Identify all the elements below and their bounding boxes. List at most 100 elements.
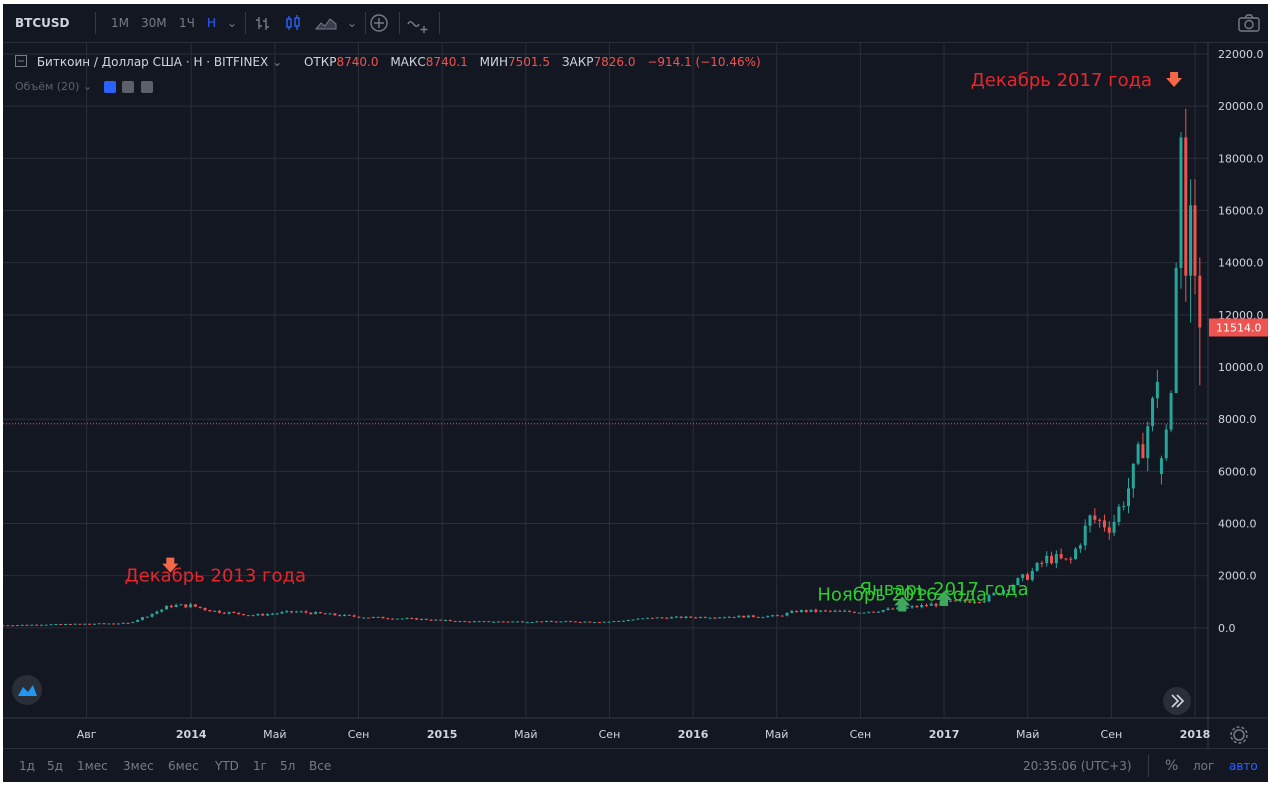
candle	[444, 619, 448, 621]
candle	[636, 618, 640, 620]
candle	[145, 616, 149, 618]
candle	[968, 601, 972, 603]
close-value: 7826.0	[593, 55, 636, 69]
candle	[506, 621, 510, 623]
candle	[1083, 525, 1087, 546]
candle	[1021, 574, 1025, 579]
candle	[415, 618, 419, 620]
candle	[780, 615, 784, 617]
candle	[458, 621, 462, 623]
toolbar-separator	[365, 12, 366, 34]
candle	[116, 623, 120, 625]
candle	[607, 621, 611, 623]
candle	[203, 607, 207, 611]
candle	[867, 611, 871, 613]
candle	[694, 617, 698, 619]
candle	[511, 621, 515, 623]
range-1y[interactable]: 1г	[253, 759, 267, 773]
interval-30m[interactable]: 30M	[141, 16, 167, 30]
candle	[881, 610, 885, 612]
bars-chart-icon[interactable]	[255, 15, 271, 31]
toolbar-separator	[1148, 755, 1149, 777]
volume-label[interactable]: Объём (20)	[15, 80, 80, 93]
remove-icon[interactable]	[140, 81, 153, 93]
candle	[198, 606, 202, 608]
candle	[352, 615, 356, 617]
auto-toggle[interactable]: авто	[1229, 759, 1258, 773]
candle	[876, 611, 880, 613]
candle	[304, 611, 308, 613]
settings-icon[interactable]	[122, 81, 135, 93]
log-toggle[interactable]: лог	[1193, 759, 1215, 773]
candle	[785, 612, 789, 616]
candle	[833, 610, 837, 612]
range-1m[interactable]: 1мес	[77, 759, 108, 773]
range-1d[interactable]: 1д	[19, 759, 35, 773]
candles-chart-icon[interactable]	[285, 15, 301, 31]
area-chart-icon[interactable]	[315, 15, 337, 31]
candle	[246, 615, 250, 617]
candle	[1112, 521, 1116, 533]
candle	[126, 622, 130, 624]
candle	[405, 618, 409, 620]
range-5y[interactable]: 5л	[280, 759, 296, 773]
visibility-icon[interactable]	[103, 81, 116, 93]
candle	[949, 600, 953, 602]
candle	[131, 621, 135, 623]
chart-type-dropdown-icon[interactable]: ⌄	[347, 16, 358, 30]
candle	[823, 610, 827, 612]
price-chart[interactable]: 0.02000.04000.06000.08000.010000.012000.…	[3, 42, 1268, 748]
candle	[73, 623, 77, 625]
range-3m[interactable]: 3мес	[123, 759, 154, 773]
candle	[1169, 393, 1173, 430]
gear-icon	[1233, 729, 1245, 741]
candle	[1040, 562, 1044, 564]
x-tick-label: Май	[514, 728, 537, 741]
candle	[448, 619, 452, 622]
candle	[424, 618, 428, 620]
last-price-tag	[1209, 318, 1268, 337]
compare-symbol-icon[interactable]	[407, 14, 431, 34]
interval-1h[interactable]: 1Ч	[179, 16, 195, 30]
candle	[112, 623, 116, 625]
candle	[963, 599, 967, 602]
interval-1m[interactable]: 1M	[111, 16, 129, 30]
legend-title[interactable]: Биткоин / Доллар США · Н · BITFINEX	[36, 55, 269, 69]
candle	[973, 602, 977, 604]
range-6m[interactable]: 6мес	[168, 759, 199, 773]
range-ytd[interactable]: YTD	[215, 759, 239, 773]
candle	[1122, 506, 1126, 508]
candle	[193, 604, 197, 607]
candle	[1136, 444, 1140, 464]
open-label: ОТКР	[303, 55, 337, 69]
range-all[interactable]: Все	[309, 759, 332, 773]
candle	[44, 624, 48, 626]
x-tick-label: Май	[765, 728, 788, 741]
interval-week[interactable]: Н	[207, 16, 217, 30]
candle	[49, 624, 53, 626]
candle	[857, 612, 861, 614]
camera-icon[interactable]	[1238, 14, 1260, 32]
last-price-label: 11514.0	[1216, 322, 1262, 335]
symbol-search[interactable]: BTCUSD	[15, 16, 70, 30]
candle	[828, 610, 832, 612]
candle	[1102, 520, 1106, 528]
candle	[1164, 429, 1168, 459]
candle	[799, 610, 803, 613]
candle	[679, 616, 683, 618]
candle	[703, 616, 707, 618]
candle	[934, 603, 938, 606]
add-indicator-icon[interactable]	[369, 13, 389, 33]
interval-dropdown-icon[interactable]: ⌄	[227, 16, 238, 30]
collapse-legend-icon[interactable]	[15, 55, 27, 67]
candle	[896, 607, 900, 610]
range-5d[interactable]: 5д	[47, 759, 63, 773]
volume-dropdown-icon[interactable]: ⌄	[82, 80, 93, 93]
arrow-up-icon	[936, 591, 953, 607]
candle	[501, 621, 505, 623]
percent-toggle[interactable]: %	[1165, 758, 1179, 774]
candle	[429, 619, 433, 621]
bottom-toolbar: 1д 5д 1мес 3мес 6мес YTD 1г 5л Все 20:35…	[3, 748, 1268, 783]
candle	[1131, 463, 1135, 489]
legend-dropdown-icon[interactable]: ⌄	[272, 55, 283, 69]
